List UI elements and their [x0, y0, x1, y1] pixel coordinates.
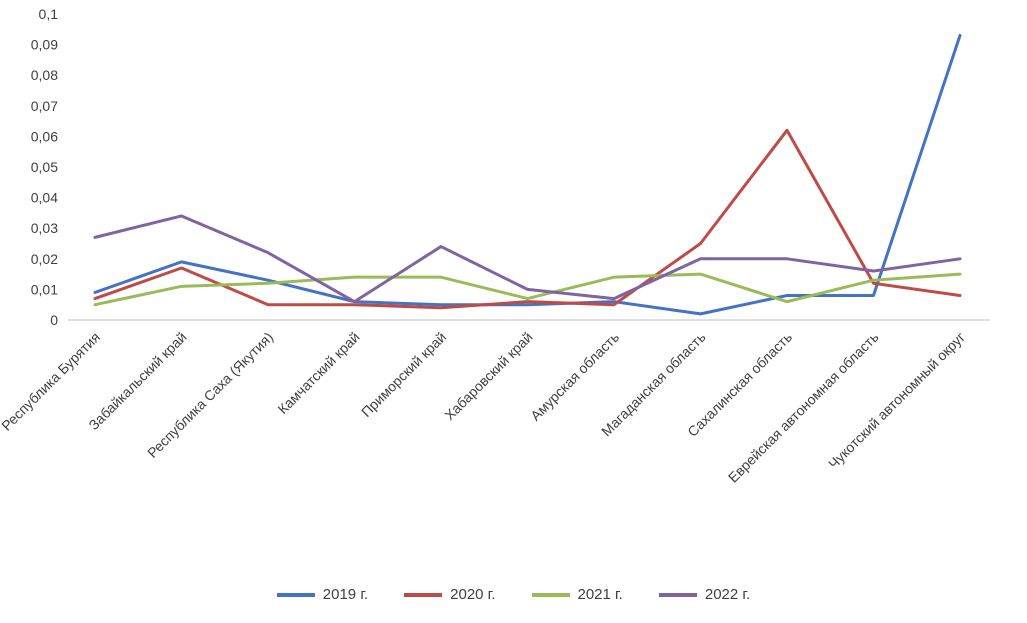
legend-label-2021: 2021 г. — [577, 586, 623, 603]
x-axis-label: Камчатский край — [274, 329, 362, 417]
y-tick-label: 0 — [50, 312, 58, 328]
legend-label-2022: 2022 г. — [704, 586, 751, 603]
y-tick-label: 0,1 — [39, 6, 59, 22]
x-axis-label: Республика Бурятия — [0, 329, 103, 434]
y-tick-label: 0,03 — [31, 220, 58, 236]
series-line-0 — [93, 33, 962, 316]
legend-label-2019: 2019 г. — [322, 586, 369, 603]
legend-item-2019: 2019 г. — [276, 586, 369, 603]
series-line-3 — [93, 214, 962, 304]
chart-legend: 2019 г. 2020 г. 2021 г. 2022 г. — [0, 586, 1027, 603]
x-axis-label: Забайкальский край — [85, 329, 189, 433]
legend-item-2020: 2020 г. — [404, 586, 496, 603]
y-tick-label: 0,01 — [31, 281, 58, 297]
series-line-1 — [93, 128, 962, 310]
y-tick-label: 0,09 — [31, 37, 58, 53]
legend-item-2021: 2021 г. — [531, 586, 623, 603]
legend-line-swatch-2019 — [276, 592, 315, 597]
y-tick-label: 0,07 — [31, 98, 58, 114]
y-tick-label: 0,05 — [31, 159, 58, 175]
legend-line-swatch-2020 — [404, 592, 443, 597]
chart-plot-area: 0 0,01 0,02 0,03 0,04 0,05 0,06 0,07 0,08 0,09 0,1… — [0, 6, 990, 486]
legend-label-2020: 2020 г. — [450, 586, 496, 603]
x-axis-label: Чукотский автономный округ — [825, 329, 968, 472]
y-tick-label: 0,06 — [31, 128, 58, 144]
x-axis-label: Амурская область — [527, 329, 622, 424]
legend-line-swatch-2021 — [531, 592, 570, 597]
y-tick-label: 0,04 — [31, 190, 58, 206]
legend-item-2022: 2022 г. — [658, 586, 751, 603]
y-tick-label: 0,08 — [31, 67, 58, 83]
series-line-2 — [93, 272, 962, 307]
y-tick-label: 0,02 — [31, 251, 58, 267]
x-axis-label: Хабаровский край — [441, 329, 535, 423]
x-axis-label: Еврейская автономная область — [725, 329, 882, 486]
legend-line-swatch-2022 — [658, 592, 697, 597]
x-axis-label: Приморский край — [358, 329, 449, 420]
